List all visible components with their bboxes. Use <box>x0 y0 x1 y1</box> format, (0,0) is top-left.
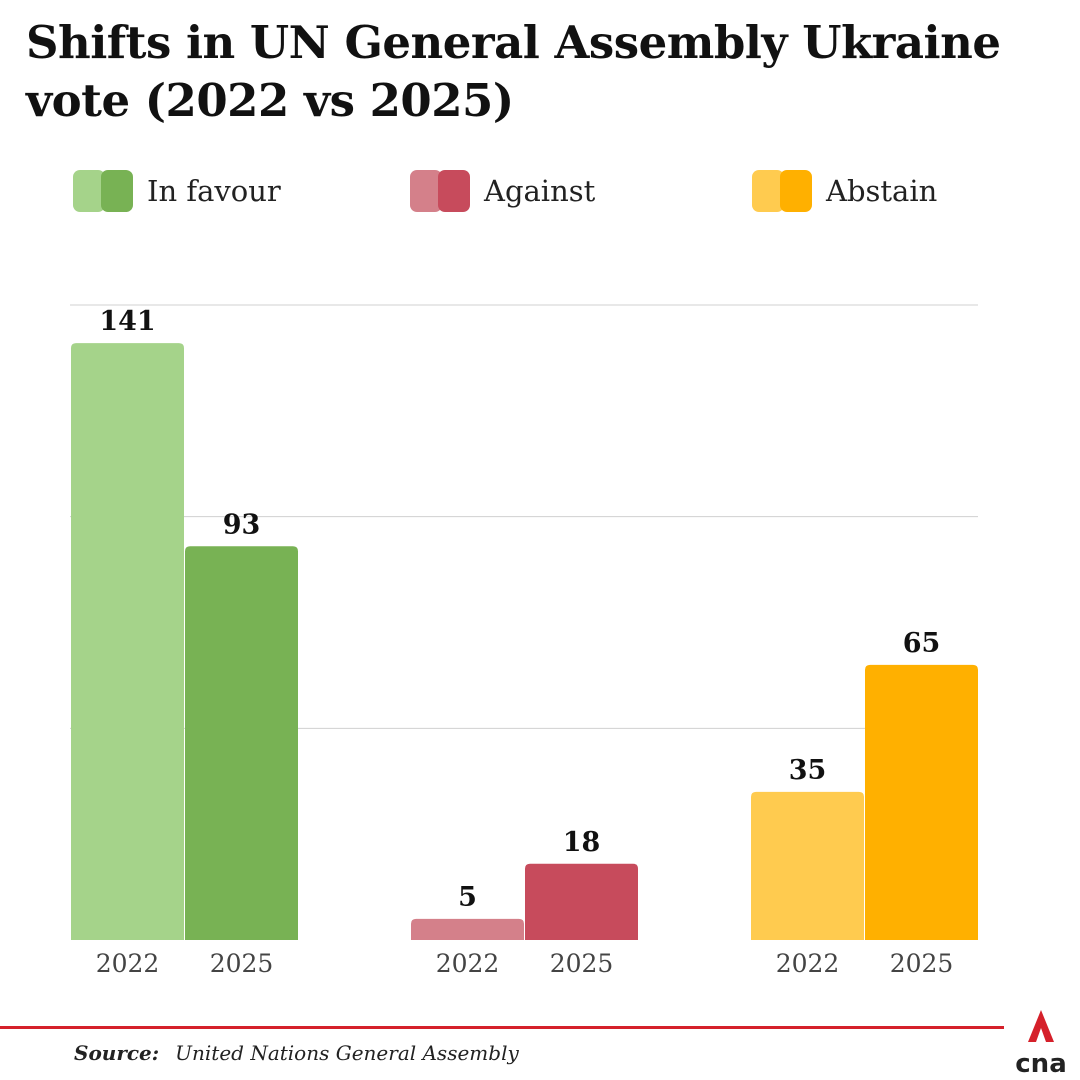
bar-against-2022 <box>411 918 524 940</box>
value-label-in-favour-2025: 93 <box>223 509 261 540</box>
cna-logo-icon: cna <box>1015 1010 1067 1076</box>
bar-in-favour-2025 <box>185 546 298 940</box>
bar-abstain-2025 <box>865 664 978 940</box>
x-tick-against-2022: 2022 <box>436 949 500 978</box>
svg-text:cna: cna <box>1015 1049 1066 1076</box>
x-tick-abstain-2025: 2025 <box>890 949 954 978</box>
x-tick-in-favour-2022: 2022 <box>96 949 160 978</box>
bar-chart: 141 2022 93 2025 5 2022 18 2025 35 2022 65 2025 <box>70 304 978 978</box>
legend-item-against: Against <box>410 170 595 212</box>
legend-item-in-favour: In favour <box>73 170 281 212</box>
x-tick-against-2025: 2025 <box>550 949 614 978</box>
legend-swatch-in-favour <box>73 170 133 212</box>
x-tick-abstain-2022: 2022 <box>776 949 840 978</box>
legend-label-in-favour: In favour <box>147 174 281 208</box>
value-label-against-2025: 18 <box>563 827 601 858</box>
bar-in-favour-2022 <box>71 343 184 941</box>
legend-label-abstain: Abstain <box>826 174 938 208</box>
source-label: Source: <box>74 1041 160 1065</box>
legend-swatch-against <box>410 170 470 212</box>
source-note: Source: United Nations General Assembly <box>74 1041 519 1065</box>
value-label-abstain-2025: 65 <box>903 628 941 659</box>
bar-abstain-2022 <box>751 791 864 940</box>
value-label-abstain-2022: 35 <box>789 755 827 786</box>
x-tick-in-favour-2025: 2025 <box>210 949 274 978</box>
legend-item-abstain: Abstain <box>752 170 937 212</box>
legend-swatch-abstain <box>752 170 812 212</box>
bar-against-2025 <box>525 863 638 940</box>
chart-title: Shifts in UN General Assembly Ukraine vo… <box>26 16 1001 127</box>
legend-label-against: Against <box>484 174 596 208</box>
source-text: United Nations General Assembly <box>175 1041 519 1065</box>
value-label-in-favour-2022: 141 <box>99 306 155 337</box>
footer-rule <box>0 1026 1004 1029</box>
value-label-against-2022: 5 <box>458 882 477 913</box>
